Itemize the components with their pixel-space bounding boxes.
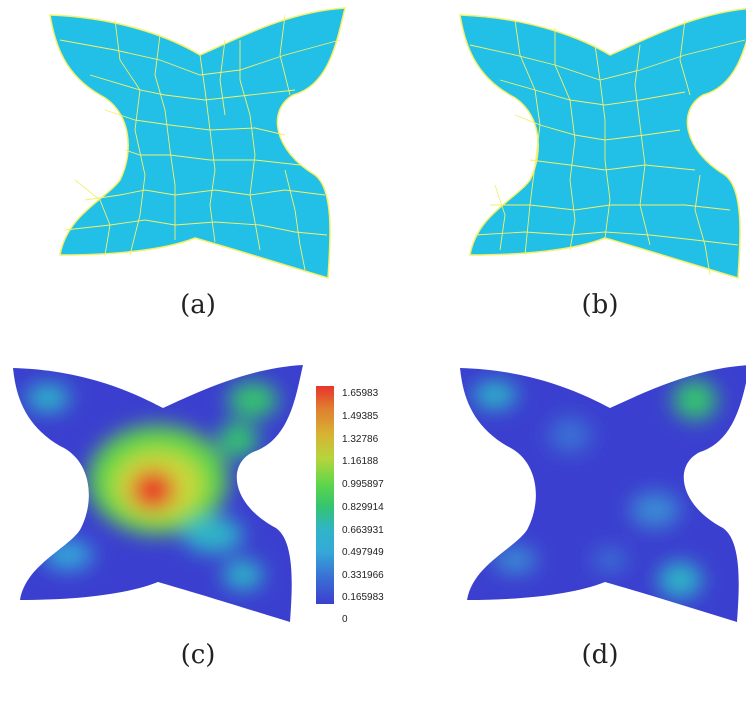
colorbar-tick-label: 1.16188 [342,456,379,467]
colorbar [316,386,334,604]
caption-d: (d) [581,640,619,670]
colorbar-tick-label: 1.32786 [342,434,379,445]
mesh-edges [469,19,746,276]
colorbar-tick-label: 0.331966 [342,570,384,581]
caption-b: (b) [581,290,619,320]
domain-shape [459,8,746,279]
mesh-panel-b [459,8,746,279]
colorbar-tick-label: 0.497949 [342,547,384,558]
colorbar-tick-label: 0.663931 [342,525,384,536]
mesh-edges [59,14,341,271]
heatmap-panel-d [460,365,746,622]
heatmap-field [460,365,746,622]
heatmap-panel-c [13,365,303,622]
colorbar-tick-label: 1.49385 [342,411,379,422]
colorbar-tick-label: 1.65983 [342,388,379,399]
colorbar-tick-label: 0 [342,614,348,625]
heatmap-field [13,365,303,622]
colorbar-tick-label: 0.995897 [342,479,384,490]
mesh-panel-a [49,7,346,279]
domain-shape [49,7,346,279]
caption-c: (c) [180,640,216,670]
caption-a: (a) [180,290,216,320]
colorbar-tick-label: 0.829914 [342,502,384,513]
colorbar-tick-label: 0.165983 [342,592,384,603]
